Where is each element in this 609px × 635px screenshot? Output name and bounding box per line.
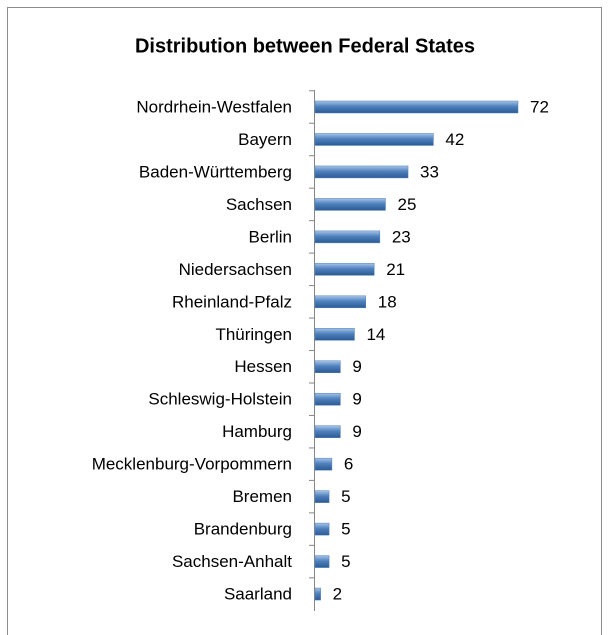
bar [314, 263, 375, 276]
chart-title: Distribution between Federal States [135, 35, 475, 57]
value-label: 72 [530, 97, 549, 116]
value-label: 9 [352, 357, 361, 376]
value-label: 18 [378, 292, 397, 311]
value-label: 5 [341, 487, 350, 506]
category-label: Nordrhein-Westfalen [136, 97, 292, 116]
bar [314, 555, 330, 568]
value-label: 23 [392, 227, 411, 246]
value-label: 21 [386, 260, 405, 279]
bar [314, 165, 409, 179]
bar [314, 587, 321, 601]
category-label: Hessen [234, 357, 292, 376]
category-label: Thüringen [215, 325, 292, 344]
value-label: 14 [366, 325, 385, 344]
bar [314, 360, 341, 374]
bar [314, 198, 386, 211]
value-label: 6 [344, 455, 353, 474]
bar [314, 133, 434, 146]
category-label: Brandenburg [194, 520, 292, 539]
category-label: Schleswig-Holstein [148, 390, 292, 409]
category-label: Niedersachsen [179, 260, 292, 279]
bar [314, 328, 355, 341]
bar [314, 457, 333, 471]
bar [314, 392, 341, 406]
category-label: Sachsen-Anhalt [172, 552, 292, 571]
category-label: Baden-Württemberg [139, 162, 292, 181]
bar [314, 100, 519, 114]
bar [314, 522, 330, 536]
category-label: Rheinland-Pfalz [172, 292, 292, 311]
category-label: Berlin [249, 227, 292, 246]
bar [314, 490, 330, 503]
bar [314, 425, 341, 438]
value-label: 2 [333, 585, 342, 604]
bar [314, 295, 366, 309]
value-label: 9 [352, 422, 361, 441]
category-label: Saarland [224, 585, 292, 604]
value-label: 5 [341, 520, 350, 539]
bar [314, 230, 381, 244]
category-label: Hamburg [222, 422, 292, 441]
value-label: 42 [445, 130, 464, 149]
category-label: Bremen [232, 487, 292, 506]
value-label: 25 [397, 195, 416, 214]
category-label: Sachsen [226, 195, 292, 214]
category-label: Mecklenburg-Vorpommern [92, 455, 292, 474]
value-label: 9 [352, 390, 361, 409]
value-label: 33 [420, 162, 439, 181]
value-label: 5 [341, 552, 350, 571]
category-label: Bayern [238, 130, 292, 149]
